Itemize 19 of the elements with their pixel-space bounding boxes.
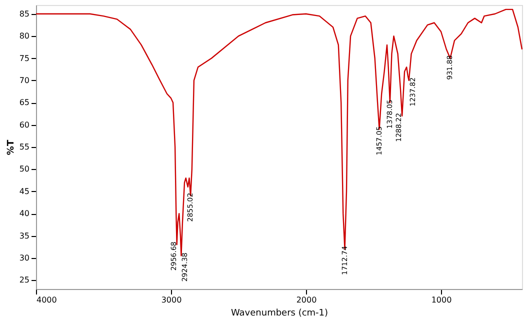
y-tick-label: 85 [19,9,30,18]
y-tick-label: 30 [19,253,30,262]
y-tick-label: 25 [19,276,30,285]
y-tick-label: 45 [19,186,30,196]
x-tick-label: 2000 [296,296,317,304]
y-axis-title: %T [6,139,16,156]
x-axis-title: Wavenumbers (cm-1) [230,308,328,318]
y-tick-label: 70 [19,76,30,85]
y-tick-label: 55 [19,142,30,152]
x-tick-label: 3000 [161,296,182,304]
y-tick-label: 65 [19,98,30,108]
y-tick-label: 60 [19,120,30,130]
x-tick-label: 1000 [431,296,452,304]
y-tick-label: 50 [19,164,30,174]
x-tick-label: 4000 [36,296,57,304]
y-tick-label: 75 [19,54,30,63]
y-tick-label: 35 [19,231,30,240]
y-tick-label: 40 [19,209,30,218]
y-tick-label: 80 [19,32,30,41]
